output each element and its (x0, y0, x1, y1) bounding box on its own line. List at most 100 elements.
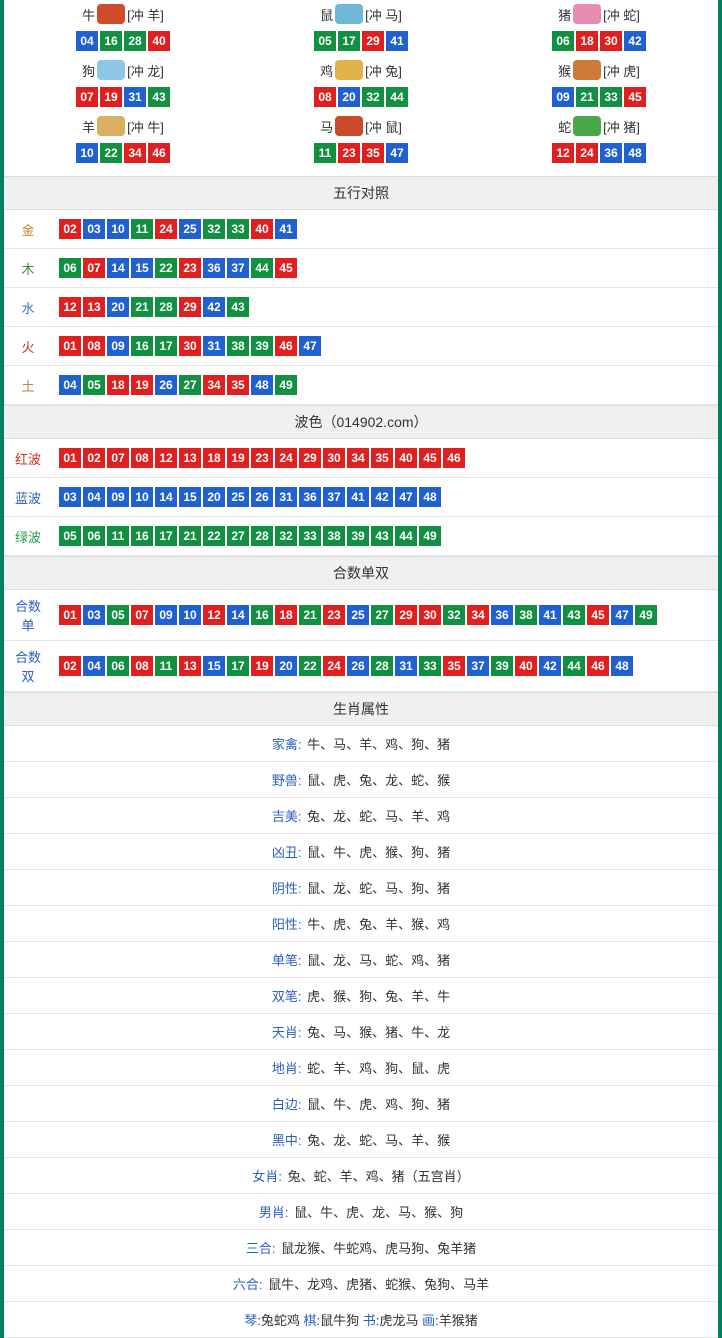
number-ball: 37 (323, 487, 345, 507)
zodiac-numbers: 06183042 (480, 28, 718, 54)
number-ball: 48 (611, 656, 633, 676)
number-ball: 33 (600, 87, 622, 107)
zodiac-numbers: 08203244 (242, 84, 480, 110)
number-ball: 24 (275, 448, 297, 468)
number-ball: 17 (155, 336, 177, 356)
number-ball: 48 (419, 487, 441, 507)
number-ball: 41 (275, 219, 297, 239)
attribute-row: 凶丑: 鼠、牛、虎、猴、狗、猪 (4, 834, 718, 870)
number-ball: 42 (539, 656, 561, 676)
number-ball: 29 (362, 31, 384, 51)
number-ball: 11 (131, 219, 153, 239)
attribute-row: 三合: 鼠龙猴、牛蛇鸡、虎马狗、兔羊猪 (4, 1230, 718, 1266)
number-ball: 09 (107, 336, 129, 356)
section-title-bose: 波色（014902.com） (4, 405, 718, 439)
number-ball: 17 (227, 656, 249, 676)
number-ball: 13 (179, 656, 201, 676)
attribute-key: 阳性 (272, 917, 298, 932)
number-ball: 26 (251, 487, 273, 507)
number-ball: 29 (299, 448, 321, 468)
section-title-heshu: 合数单双 (4, 556, 718, 590)
number-ball: 10 (179, 605, 201, 625)
number-ball: 38 (323, 526, 345, 546)
colon: : (298, 881, 305, 896)
bose-table: 红波0102070812131819232429303435404546蓝波03… (4, 439, 718, 556)
zodiac-cell: 羊[冲 牛]10223446 (4, 116, 242, 166)
attribute-row: 白边: 鼠、牛、虎、鸡、狗、猪 (4, 1086, 718, 1122)
number-ball: 14 (227, 605, 249, 625)
number-ball: 08 (314, 87, 336, 107)
number-ball: 36 (299, 487, 321, 507)
number-ball: 23 (338, 143, 360, 163)
zodiac-clash: [冲 兔] (365, 61, 402, 80)
number-ball: 03 (83, 605, 105, 625)
number-ball: 32 (362, 87, 384, 107)
number-ball: 18 (275, 605, 297, 625)
number-ball: 13 (83, 297, 105, 317)
number-ball: 31 (124, 87, 146, 107)
attribute-value: 牛、马、羊、鸡、狗、猪 (307, 737, 450, 752)
attribute-key: 地肖 (272, 1061, 298, 1076)
number-ball: 36 (203, 258, 225, 278)
attribute-row: 女肖: 兔、蛇、羊、鸡、猪（五宫肖） (4, 1158, 718, 1194)
number-ball: 20 (275, 656, 297, 676)
number-ball: 39 (347, 526, 369, 546)
number-ball: 42 (203, 297, 225, 317)
number-ball: 40 (395, 448, 417, 468)
zodiac-clash: [冲 猪] (603, 117, 640, 136)
number-ball: 20 (338, 87, 360, 107)
number-ball: 37 (467, 656, 489, 676)
number-ball: 02 (59, 219, 81, 239)
number-ball: 09 (155, 605, 177, 625)
attribute-value: 兔、马、猴、猪、牛、龙 (307, 1025, 450, 1040)
row-label: 土 (4, 366, 52, 405)
number-ball: 49 (419, 526, 441, 546)
table-row: 蓝波03040910141520252631363741424748 (4, 478, 718, 517)
bottom-value: 羊猴猪 (439, 1313, 478, 1328)
row-numbers: 0103050709101214161821232527293032343638… (52, 590, 718, 641)
zodiac-numbers: 10223446 (4, 140, 242, 166)
number-ball: 19 (131, 375, 153, 395)
number-ball: 03 (83, 219, 105, 239)
attribute-key: 六合 (233, 1277, 259, 1292)
number-ball: 49 (635, 605, 657, 625)
number-ball: 01 (59, 448, 81, 468)
zodiac-name: 鼠 (320, 5, 333, 24)
number-ball: 46 (587, 656, 609, 676)
zodiac-cell: 狗[冲 龙]07193143 (4, 60, 242, 110)
number-ball: 45 (419, 448, 441, 468)
number-ball: 02 (83, 448, 105, 468)
attribute-value: 虎、猴、狗、兔、羊、牛 (307, 989, 450, 1004)
number-ball: 35 (371, 448, 393, 468)
number-ball: 44 (386, 87, 408, 107)
zodiac-label-row: 鸡[冲 兔] (242, 60, 480, 80)
attribute-value: 鼠、牛、虎、鸡、狗、猪 (307, 1097, 450, 1112)
number-ball: 17 (338, 31, 360, 51)
number-ball: 14 (107, 258, 129, 278)
number-ball: 05 (314, 31, 336, 51)
number-ball: 47 (386, 143, 408, 163)
zodiac-animal-icon (573, 60, 601, 80)
number-ball: 01 (59, 605, 81, 625)
number-ball: 24 (576, 143, 598, 163)
attribute-row: 吉美: 兔、龙、蛇、马、羊、鸡 (4, 798, 718, 834)
number-ball: 25 (227, 487, 249, 507)
attribute-value: 鼠、牛、虎、龙、马、猴、狗 (294, 1205, 463, 1220)
zodiac-label-row: 鼠[冲 马] (242, 4, 480, 24)
number-ball: 30 (323, 448, 345, 468)
page-container: 牛[冲 羊]04162840鼠[冲 马]05172941猪[冲 蛇]061830… (0, 0, 722, 1338)
row-numbers: 0108091617303138394647 (52, 327, 718, 366)
row-numbers: 04051819262734354849 (52, 366, 718, 405)
attribute-row: 男肖: 鼠、牛、虎、龙、马、猴、狗 (4, 1194, 718, 1230)
zodiac-cell: 鸡[冲 兔] 08203244 (242, 60, 480, 110)
number-ball: 26 (155, 375, 177, 395)
number-ball: 43 (563, 605, 585, 625)
row-label: 火 (4, 327, 52, 366)
number-ball: 06 (83, 526, 105, 546)
attribute-row: 单笔: 鼠、龙、马、蛇、鸡、猪 (4, 942, 718, 978)
number-ball: 31 (203, 336, 225, 356)
number-ball: 22 (203, 526, 225, 546)
colon: : (285, 1205, 292, 1220)
number-ball: 11 (314, 143, 336, 163)
attribute-value: 蛇、羊、鸡、狗、鼠、虎 (307, 1061, 450, 1076)
